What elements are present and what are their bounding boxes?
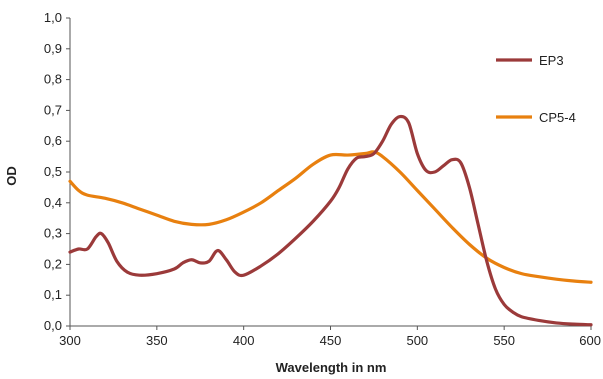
y-tick-label: 0,8 <box>44 72 62 87</box>
series-line-ep3 <box>68 114 593 327</box>
y-tick-label: 1,0 <box>44 10 62 25</box>
y-tick-label: 0,4 <box>44 195 62 210</box>
legend-label-cp5-4: CP5-4 <box>539 110 576 125</box>
x-tick-label: 600 <box>579 333 601 348</box>
x-axis-title: Wavelength in nm <box>276 360 387 375</box>
y-tick-label: 0,2 <box>44 256 62 271</box>
x-tick-label: 350 <box>146 333 168 348</box>
x-tick-label: 400 <box>233 333 255 348</box>
legend: EP3 CP5-4 <box>496 53 576 125</box>
series-layer <box>68 114 593 327</box>
x-tick-label: 300 <box>59 333 81 348</box>
y-tick-label: 0,3 <box>44 226 62 241</box>
legend-label-ep3: EP3 <box>539 53 564 68</box>
y-axis-ticks: 0,0 0,1 0,2 0,3 0,4 0,5 0,6 0,7 0,8 0,9 1,0 <box>44 10 70 333</box>
y-tick-label: 0,0 <box>44 318 62 333</box>
y-tick-label: 0,1 <box>44 287 62 302</box>
series-line-cp5-4 <box>68 150 593 284</box>
y-axis-title: OD <box>4 166 19 186</box>
y-tick-label: 0,9 <box>44 41 62 56</box>
x-tick-label: 500 <box>406 333 428 348</box>
y-tick-label: 0,5 <box>44 164 62 179</box>
x-tick-label: 550 <box>493 333 515 348</box>
y-tick-label: 0,7 <box>44 102 62 117</box>
x-axis-ticks: 300 350 400 450 500 550 600 <box>59 326 601 348</box>
y-tick-label: 0,6 <box>44 133 62 148</box>
x-tick-label: 450 <box>320 333 342 348</box>
chart-axes <box>69 18 591 327</box>
